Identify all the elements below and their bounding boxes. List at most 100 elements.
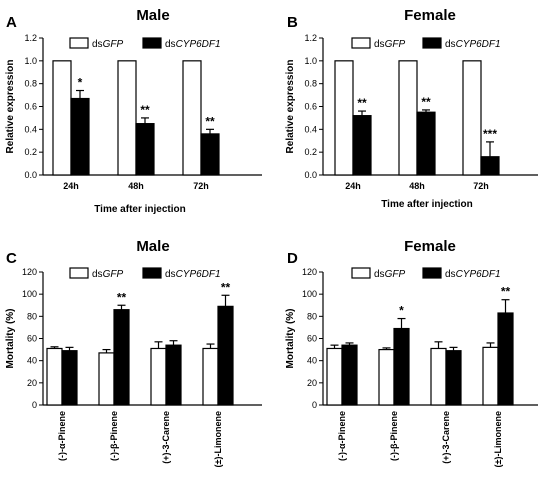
p1-legend-label-gfp: dsGFP — [374, 39, 405, 50]
p0-significance-mark: * — [78, 76, 83, 90]
p0-bar-gfp — [52, 60, 72, 176]
p0-y-tick-label: 0.8 — [24, 79, 37, 89]
p3-significance-mark: ** — [501, 285, 511, 299]
p0-legend-label-cyp: dsCYP6DF1 — [165, 39, 221, 50]
p1-bar-cyp — [352, 115, 372, 176]
p3-y-tick-label: 80 — [307, 311, 317, 321]
p1-legend-swatch-cyp — [422, 37, 442, 49]
p0-panel-letter: A — [6, 14, 17, 31]
p0-significance-mark: ** — [205, 114, 215, 128]
p2-bar-cyp — [61, 350, 78, 406]
p1-x-axis-label: Time after injection — [381, 199, 473, 210]
p3-y-tick-label: 0 — [312, 400, 317, 410]
p0-bar-gfp — [182, 60, 202, 176]
p0-panel-title: Male — [136, 7, 169, 24]
p1-y-axis-label: Relative expression — [285, 60, 296, 154]
p2-x-tick-label: (+)-3-Carene — [161, 411, 171, 464]
p2-bar-gfp — [98, 352, 115, 406]
p1-panel-title: Female — [404, 7, 456, 24]
p1-x-tick-label: 72h — [473, 181, 489, 191]
p1-significance-mark: ** — [421, 95, 431, 109]
p3-bar-gfp — [430, 347, 447, 406]
p0-bar-cyp — [70, 97, 90, 176]
p2-legend-label-gfp: dsGFP — [92, 269, 123, 280]
p2-bar-gfp — [46, 347, 63, 406]
p0-y-tick-label: 1.0 — [24, 56, 37, 66]
p1-y-tick-label: 0.8 — [304, 79, 317, 89]
p2-y-tick-label: 0 — [32, 400, 37, 410]
p3-x-tick-label: (-)-β-Pinene — [389, 411, 399, 461]
p2-x-tick-label: (-)-α-Pinene — [57, 411, 67, 461]
p1-bar-cyp — [480, 156, 500, 176]
p1-legend-swatch-gfp — [351, 37, 371, 49]
p3-x-tick-label: (±)-Limonene — [493, 411, 503, 467]
p3-legend-swatch-gfp — [351, 267, 371, 279]
p3-y-tick-label: 20 — [307, 378, 317, 388]
p3-legend-label-cyp: dsCYP6DF1 — [445, 269, 501, 280]
p0-x-tick-label: 72h — [193, 181, 209, 191]
p2-significance-mark: ** — [221, 280, 231, 294]
p3-bar-cyp — [497, 312, 514, 406]
p3-y-tick-label: 120 — [302, 267, 317, 277]
p0-legend-label-gfp: dsGFP — [92, 39, 123, 50]
p3-y-tick-label: 100 — [302, 289, 317, 299]
p3-x-tick-label: (-)-α-Pinene — [337, 411, 347, 461]
p3-y-axis-label: Mortality (%) — [285, 309, 296, 369]
p2-panel-letter: C — [6, 250, 17, 267]
p3-x-tick-label: (+)-3-Carene — [441, 411, 451, 464]
p0-y-tick-label: 0.4 — [24, 124, 37, 134]
p0-y-tick-label: 1.2 — [24, 33, 37, 43]
p0-significance-mark: ** — [140, 103, 150, 117]
p2-y-tick-label: 40 — [27, 356, 37, 366]
p1-x-tick-label: 48h — [409, 181, 425, 191]
p1-y-tick-label: 1.2 — [304, 33, 317, 43]
p3-y-tick-label: 60 — [307, 334, 317, 344]
p3-y-tick-label: 40 — [307, 356, 317, 366]
p3-legend-label-gfp: dsGFP — [374, 269, 405, 280]
p1-significance-mark: ** — [357, 96, 367, 110]
p3-bar-cyp — [445, 350, 462, 406]
p1-y-tick-label: 0.6 — [304, 102, 317, 112]
p3-legend-swatch-cyp — [422, 267, 442, 279]
p2-y-tick-label: 120 — [22, 267, 37, 277]
p2-y-tick-label: 60 — [27, 334, 37, 344]
p2-y-tick-label: 20 — [27, 378, 37, 388]
p0-y-axis-label: Relative expression — [5, 60, 16, 154]
p3-bar-gfp — [378, 348, 395, 406]
p1-significance-mark: *** — [483, 127, 497, 141]
p3-bar-cyp — [341, 344, 358, 406]
p1-legend-label-cyp: dsCYP6DF1 — [445, 39, 501, 50]
p1-y-tick-label: 1.0 — [304, 56, 317, 66]
p0-x-tick-label: 48h — [128, 181, 144, 191]
p2-bar-cyp — [217, 305, 234, 406]
p1-bar-gfp — [462, 60, 482, 176]
p3-panel-title: Female — [404, 238, 456, 255]
p2-legend-swatch-cyp — [142, 267, 162, 279]
p3-bar-cyp — [393, 327, 410, 406]
p2-x-tick-label: (-)-β-Pinene — [109, 411, 119, 461]
p2-x-tick-label: (±)-Limonene — [213, 411, 223, 467]
p0-x-axis-label: Time after injection — [94, 204, 186, 215]
p0-bar-gfp — [117, 60, 137, 176]
p0-bar-cyp — [135, 123, 155, 176]
p1-y-tick-label: 0.2 — [304, 147, 317, 157]
p1-bar-gfp — [334, 60, 354, 176]
p3-significance-mark: * — [399, 304, 404, 318]
p0-x-tick-label: 24h — [63, 181, 79, 191]
p1-y-tick-label: 0.0 — [304, 170, 317, 180]
p1-panel-letter: B — [287, 14, 298, 31]
p0-bar-cyp — [200, 133, 220, 176]
p2-legend-swatch-gfp — [69, 267, 89, 279]
p3-bar-gfp — [326, 347, 343, 406]
p3-bar-gfp — [482, 346, 499, 406]
p2-legend-label-cyp: dsCYP6DF1 — [165, 269, 221, 280]
p0-legend-swatch-gfp — [69, 37, 89, 49]
p0-y-tick-label: 0.2 — [24, 147, 37, 157]
p2-y-axis-label: Mortality (%) — [5, 309, 16, 369]
p3-panel-letter: D — [287, 250, 298, 267]
p2-y-tick-label: 100 — [22, 289, 37, 299]
p1-bar-cyp — [416, 111, 436, 176]
p2-bar-gfp — [202, 347, 219, 406]
p2-bar-cyp — [165, 344, 182, 406]
